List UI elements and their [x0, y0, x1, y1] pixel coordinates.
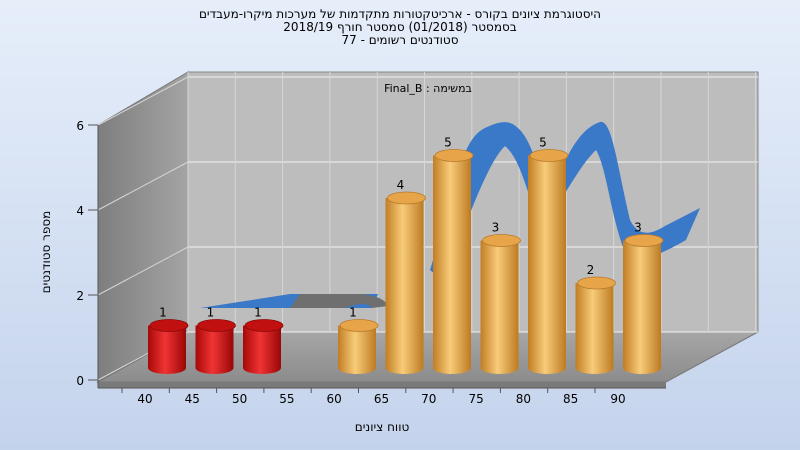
bar-value-labels: 1 1 1 1 4 5 3 5 2 3 [159, 136, 642, 320]
bar-top [244, 319, 284, 332]
grid-line-wall [97, 76, 189, 126]
chart-title-line-2: בסמסטר (01/2018) סמסטר חורף 2018/19 [283, 20, 517, 34]
bar-value-label: 5 [539, 136, 547, 150]
bar-base [385, 362, 424, 374]
x-tick-label: 85 [563, 392, 578, 406]
bar-value-label: 1 [349, 306, 357, 320]
bar-base [243, 362, 281, 374]
bar [575, 276, 616, 374]
x-tick-label: 65 [374, 392, 389, 406]
bar-value-label: 1 [254, 306, 262, 320]
y-tick-label: 4 [76, 204, 84, 218]
y-tick-label: 2 [76, 289, 84, 303]
x-tick-label: 90 [610, 392, 625, 406]
grid-lines [97, 72, 758, 381]
bar-top [482, 234, 521, 247]
chart-title-line-3: סטודנטים רשומים - 77 [341, 33, 459, 47]
bar-value-label: 1 [159, 306, 167, 320]
bar [433, 149, 474, 374]
bar-value-label: 1 [207, 306, 215, 320]
y-tick-label: 6 [76, 119, 84, 133]
x-tick-label: 45 [185, 392, 200, 406]
bar-body [623, 240, 661, 368]
bar-top [387, 191, 426, 205]
bar-body [195, 325, 234, 368]
chart-annotation: במשימה : Final_B [384, 82, 472, 95]
bar-top [434, 149, 474, 162]
bar-base [480, 362, 519, 374]
x-tick-label: 50 [232, 392, 247, 406]
bar-value-label: 3 [492, 221, 500, 235]
bar-base [195, 362, 234, 374]
x-tick-label: 70 [421, 392, 436, 406]
y-axis-label: מספר סטודנטים [39, 211, 53, 294]
chart-title: היסטוגרמת ציונים בקורס - ארכיטקטורות מתק… [0, 8, 800, 47]
bar-body [480, 240, 519, 368]
bar [243, 319, 284, 374]
y-tick-label: 0 [76, 374, 84, 388]
bar-value-label: 3 [634, 221, 642, 235]
bar-top [577, 276, 616, 290]
x-tick-label: 60 [327, 392, 342, 406]
bar-base [338, 362, 376, 374]
bar [195, 319, 236, 374]
bar-base [433, 362, 471, 374]
axes [97, 125, 666, 389]
bar-body [528, 155, 566, 368]
bar [148, 319, 189, 374]
x-axis-label: טווח ציונים [355, 420, 410, 434]
bar-body [575, 283, 614, 368]
bar-value-label: 4 [397, 178, 405, 192]
bar-body [338, 325, 376, 368]
curve-ribbon-shadow [290, 294, 388, 308]
chart-title-line-1: היסטוגרמת ציונים בקורס - ארכיטקטורות מתק… [198, 7, 602, 21]
bar-body [433, 155, 471, 368]
y-tick-labels: 0 2 4 6 [76, 119, 98, 388]
bar-top [339, 319, 379, 332]
bar-base [148, 362, 186, 374]
bar-body [385, 198, 424, 368]
grid-line-wall [97, 161, 189, 211]
bar-value-label: 2 [587, 263, 595, 277]
bar-top [529, 149, 569, 162]
bar-top [624, 234, 664, 247]
bars [148, 149, 664, 374]
grid-line-wall [97, 246, 189, 296]
x-tick-label: 40 [137, 392, 152, 406]
x-tick-label: 55 [279, 392, 294, 406]
bar [528, 149, 569, 374]
x-tick-label: 80 [516, 392, 531, 406]
bar [385, 191, 426, 374]
floor-edge [98, 382, 666, 388]
bar [480, 234, 521, 374]
bar-body [243, 325, 281, 368]
bar-body [148, 325, 186, 368]
bar-top [197, 319, 236, 332]
x-tick-labels: 40 45 50 55 60 65 70 75 80 85 90 [121, 388, 626, 406]
x-tick-label: 75 [468, 392, 483, 406]
bar [623, 234, 664, 374]
bar-value-label: 5 [444, 136, 452, 150]
bar-base [528, 362, 566, 374]
bar-base [623, 362, 661, 374]
bar [338, 319, 379, 374]
bar-top [149, 319, 189, 332]
bar-base [575, 362, 614, 374]
